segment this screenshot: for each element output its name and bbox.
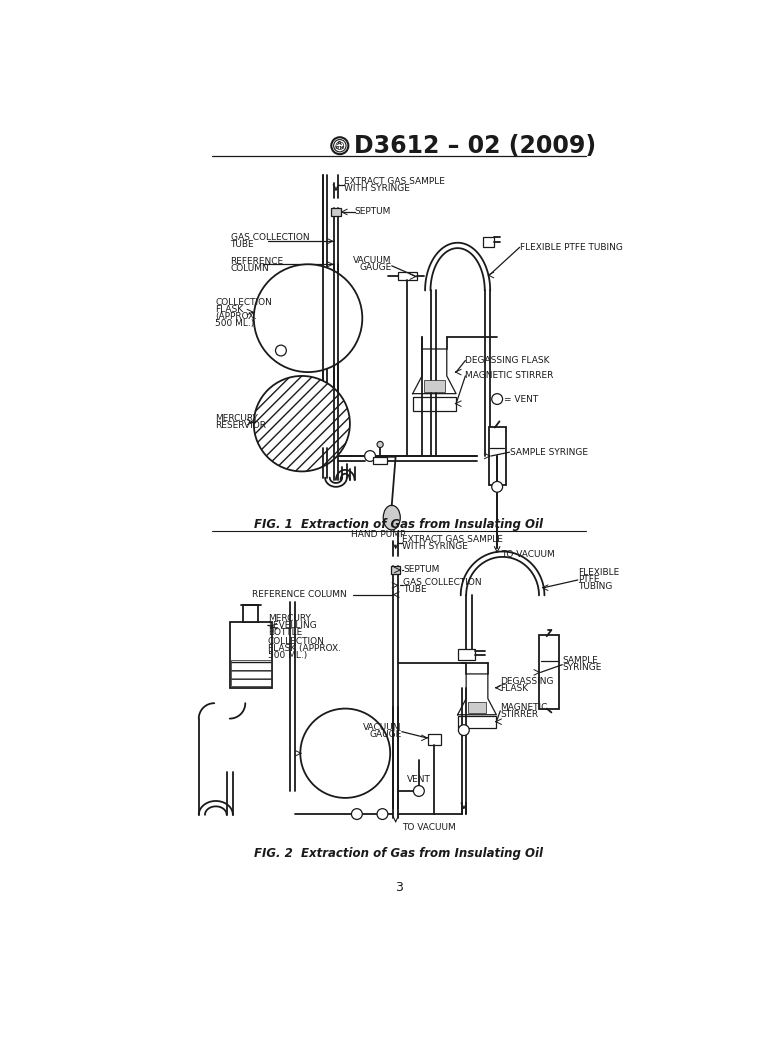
Text: DEGASSING FLASK: DEGASSING FLASK (465, 356, 550, 365)
Text: VENT: VENT (406, 775, 430, 784)
Text: RESERVIOR: RESERVIOR (215, 421, 266, 430)
Text: SEPTUM: SEPTUM (355, 207, 391, 217)
Text: 500 ML.): 500 ML.) (268, 651, 307, 660)
Bar (398, 272, 416, 280)
Text: FLASK: FLASK (500, 684, 528, 693)
Text: 3: 3 (394, 882, 403, 894)
Text: PTFE: PTFE (578, 575, 599, 584)
Bar (489, 427, 506, 484)
Text: FLASK: FLASK (215, 305, 244, 314)
Text: LEVELLING: LEVELLING (268, 620, 317, 630)
Text: GAUGE: GAUGE (359, 263, 392, 272)
Circle shape (492, 393, 503, 405)
Text: EXTRACT GAS SAMPLE: EXTRACT GAS SAMPLE (344, 177, 444, 185)
Text: MAGNETIC: MAGNETIC (500, 704, 548, 712)
Circle shape (458, 725, 469, 736)
Bar (231, 660, 271, 686)
Text: (APPROX.: (APPROX. (215, 312, 257, 322)
Polygon shape (457, 674, 496, 715)
Text: COLLECTION: COLLECTION (215, 299, 272, 307)
Bar (483, 237, 494, 247)
Text: 500 ML.): 500 ML.) (215, 320, 254, 328)
Bar (391, 566, 400, 574)
Text: SAMPLE: SAMPLE (562, 656, 598, 665)
Circle shape (352, 809, 363, 819)
Circle shape (377, 809, 388, 819)
Text: REFERENCE: REFERENCE (230, 257, 284, 265)
Text: STIRRER: STIRRER (500, 710, 538, 719)
Bar (539, 635, 559, 709)
Text: MERCURY: MERCURY (268, 614, 310, 623)
Circle shape (331, 137, 349, 154)
Circle shape (365, 451, 376, 461)
Ellipse shape (384, 505, 400, 530)
Text: MAGNETIC STIRRER: MAGNETIC STIRRER (465, 372, 554, 380)
Text: FLEXIBLE: FLEXIBLE (578, 567, 619, 577)
Circle shape (413, 786, 424, 796)
Bar (331, 208, 341, 215)
Text: BOTTLE: BOTTLE (268, 628, 302, 637)
Text: FIG. 2  Extraction of Gas from Insulating Oil: FIG. 2 Extraction of Gas from Insulating… (254, 846, 543, 860)
Text: DEGASSING: DEGASSING (500, 677, 554, 686)
Bar (423, 380, 445, 392)
Text: D3612 – 02 (2009): D3612 – 02 (2009) (354, 133, 596, 157)
Bar (412, 397, 456, 410)
Text: = VENT: = VENT (504, 395, 538, 404)
Text: TUBE: TUBE (403, 585, 427, 593)
Bar (457, 650, 475, 660)
Circle shape (254, 376, 350, 472)
Text: VACUUM: VACUUM (353, 256, 392, 265)
Bar (243, 606, 258, 623)
Text: REFERENCE COLUMN: REFERENCE COLUMN (252, 590, 347, 600)
Bar (230, 623, 272, 688)
Bar (457, 715, 496, 728)
Bar (373, 457, 387, 464)
Circle shape (492, 481, 503, 492)
Circle shape (275, 346, 286, 356)
Text: COLLECTION: COLLECTION (268, 637, 324, 646)
Circle shape (377, 441, 384, 448)
Circle shape (300, 709, 391, 797)
Text: A: A (338, 142, 342, 147)
Text: GAUGE: GAUGE (370, 730, 401, 739)
Text: COLUMN: COLUMN (230, 263, 269, 273)
Text: SYRINGE: SYRINGE (562, 663, 601, 672)
Text: WITH SYRINGE: WITH SYRINGE (401, 541, 468, 551)
Text: TUBING: TUBING (578, 582, 612, 590)
Circle shape (254, 264, 363, 372)
Text: TO VACUUM: TO VACUUM (501, 550, 555, 559)
Text: WITH SYRINGE: WITH SYRINGE (344, 183, 409, 193)
Text: STM: STM (335, 146, 345, 150)
Text: HAND PUMP: HAND PUMP (352, 530, 406, 539)
Text: FLASK (APPROX.: FLASK (APPROX. (268, 644, 341, 653)
Text: GAS COLLECTION: GAS COLLECTION (403, 578, 482, 587)
Polygon shape (412, 349, 456, 393)
Bar (468, 703, 486, 713)
Bar (428, 734, 440, 744)
Text: VACUUM: VACUUM (363, 723, 401, 732)
Text: TO VACUUM: TO VACUUM (401, 823, 456, 833)
Text: FLEXIBLE PTFE TUBING: FLEXIBLE PTFE TUBING (520, 243, 622, 252)
Text: FIG. 1  Extraction of Gas from Insulating Oil: FIG. 1 Extraction of Gas from Insulating… (254, 518, 543, 531)
Text: SEPTUM: SEPTUM (403, 565, 440, 575)
Text: EXTRACT GAS SAMPLE: EXTRACT GAS SAMPLE (401, 535, 503, 543)
Text: GAS COLLECTION: GAS COLLECTION (230, 233, 309, 242)
Text: MERCURY: MERCURY (215, 413, 258, 423)
Text: TUBE: TUBE (230, 239, 254, 249)
Text: SAMPLE SYRINGE: SAMPLE SYRINGE (510, 448, 587, 457)
